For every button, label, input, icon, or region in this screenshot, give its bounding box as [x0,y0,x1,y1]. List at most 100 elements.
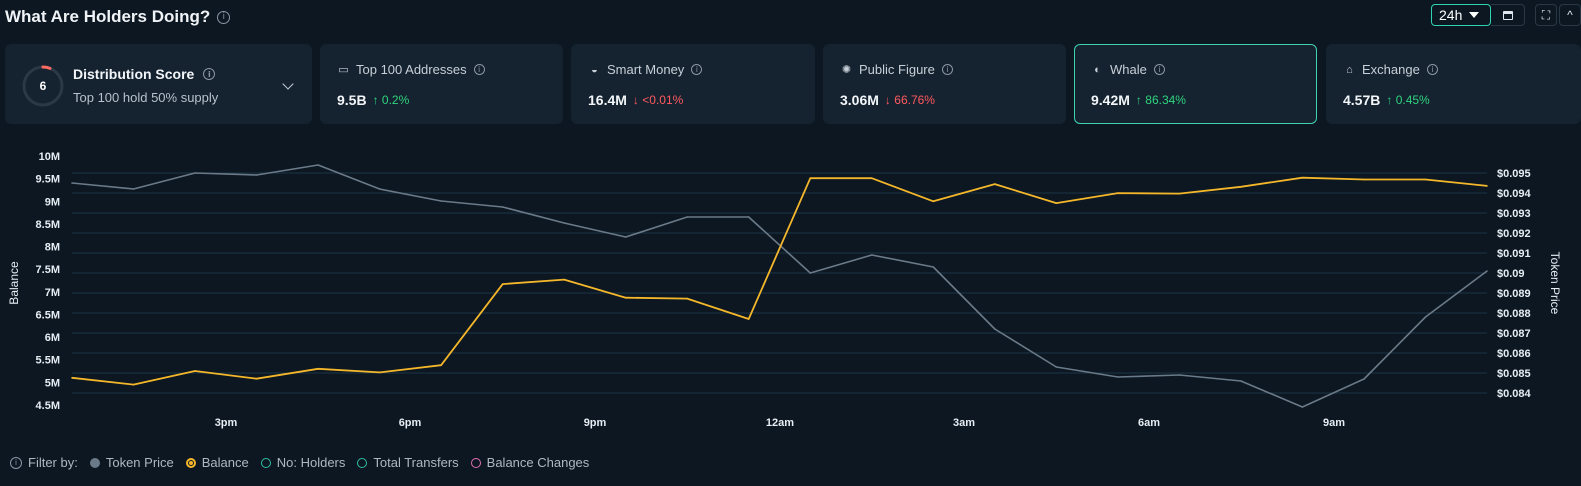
page-title: What Are Holders Doing? [5,7,211,26]
metric-change: ↓ 66.76% [885,93,935,107]
metric-card[interactable]: ◐ Whale i 9.42M ↑ 86.34% [1074,44,1317,124]
filter-option[interactable]: Token Price [89,455,174,470]
data-point [809,177,812,179]
x-tick-label: 6pm [399,417,422,429]
metric-label-row: ▭ Top 100 Addresses i [337,62,485,77]
distribution-gauge [22,65,64,107]
y-left-tick-label: 9.5M [36,174,60,186]
toolbar: 24h ⛶ ^ [1431,4,1581,26]
metric-value: 16.4M [588,92,627,108]
x-tick-label: 12am [766,417,794,429]
info-icon[interactable]: i [473,64,485,75]
metric-card[interactable]: ◒ Smart Money i 16.4M ↓ <0.01% [571,44,815,124]
metric-change: ↑ 86.34% [1136,93,1186,107]
metric-change-value: 0.2% [381,93,410,107]
data-point [563,222,565,224]
filter-option-label: Balance Changes [486,455,590,470]
metric-value: 9.5B [337,92,367,108]
radio-icon [89,457,100,468]
x-tick-label: 6am [1138,417,1160,429]
data-point [71,377,73,379]
data-point [932,200,935,203]
y-left-tick-label: 5M [45,377,60,389]
sparkle-icon: ✺ [841,64,852,76]
metric-change-value: 66.76% [894,93,935,107]
info-icon[interactable]: i [1426,64,1438,75]
metric-label: Smart Money [607,62,685,77]
filter-option[interactable]: Balance Changes [470,455,590,470]
filter-bar: i Filter by: Token Price Balance No: Holde… [10,455,589,470]
distribution-card[interactable]: 6 Distribution Score i Top 100 hold 50% … [5,44,312,124]
calendar-button[interactable] [1491,4,1525,26]
y-right-tick-label: $0.086 [1497,348,1531,360]
filter-option[interactable]: Total Transfers [357,455,459,470]
info-icon[interactable]: i [941,64,953,75]
metric-card[interactable]: ✺ Public Figure i 3.06M ↓ 66.76% [823,44,1066,124]
data-point [1363,378,1365,380]
filter-option[interactable]: No: Holders [260,455,346,470]
series-line-balance [71,176,1488,386]
x-tick-label: 9pm [584,417,607,429]
y-left-tick-label: 8M [45,242,60,254]
holders-chart: 10M 9.5M 9M 8.5M 8M 7.5M 7M 6.5M 6M 5.5M 5M 4.5M $0… [7,151,1562,429]
data-point [686,297,688,300]
data-point [1424,178,1427,181]
metric-change-value: 0.45% [1395,93,1430,107]
data-point [317,164,319,166]
metric-card[interactable]: ⌂ Exchange i 4.57B ↑ 0.45% [1326,44,1581,124]
metric-value-row: 4.57B ↑ 0.45% [1343,92,1430,108]
y-right-tick-label: $0.09 [1497,268,1525,280]
data-point [1301,176,1304,179]
data-point [1240,186,1242,188]
metric-change: ↓ <0.01% [633,93,683,107]
y-left-tick-label: 7.5M [36,264,60,276]
metric-change-value: <0.01% [642,93,684,107]
arrow-down-icon: ↓ [632,93,639,107]
chevron-down-icon[interactable] [282,78,294,90]
data-point [747,216,750,218]
timeframe-select[interactable]: 24h [1431,4,1491,26]
metric-value: 9.42M [1091,92,1130,108]
y-right-tick-label: $0.087 [1497,328,1531,340]
metric-card[interactable]: ▭ Top 100 Addresses i 9.5B ↑ 0.2% [320,44,563,124]
metric-value-row: 9.5B ↑ 0.2% [337,92,409,108]
info-icon[interactable]: i [691,64,703,75]
metric-label-row: ✺ Public Figure i [840,62,953,77]
info-icon[interactable]: i [1153,64,1165,75]
data-point [132,188,135,190]
caret-down-icon [1469,12,1480,18]
y-axis-right-label: Token Price [1548,252,1562,315]
y-right-tick-label: $0.089 [1497,288,1531,300]
metric-value-row: 3.06M ↓ 66.76% [840,92,935,108]
metric-label: Top 100 Addresses [356,62,467,77]
metric-label-row: ⌂ Exchange i [1343,62,1438,77]
filter-option[interactable]: Balance [185,455,249,470]
x-tick-label: 3pm [215,417,238,429]
data-point [378,188,381,190]
collapse-button[interactable]: ^ [1559,4,1581,26]
data-point [255,174,258,176]
data-point [871,177,873,179]
info-icon[interactable]: i [203,68,216,80]
data-point [1301,406,1304,408]
y-left-tick-label: 5.5M [36,355,60,367]
metric-value: 3.06M [840,92,879,108]
distribution-subtitle: Top 100 hold 50% supply [73,90,219,105]
x-tick-label: 3am [953,417,975,429]
metric-value-row: 9.42M ↑ 86.34% [1091,92,1186,108]
data-point [501,206,504,208]
distribution-score-value: 6 [39,79,47,93]
y-right-tick-label: $0.093 [1497,208,1531,220]
arrow-up-icon: ↑ [1386,93,1393,107]
fullscreen-button[interactable]: ⛶ [1535,4,1557,26]
distribution-title-text: Distribution Score [73,66,195,82]
y-right-tick-label: $0.088 [1497,308,1531,320]
data-point [1117,376,1119,378]
info-icon[interactable]: i [217,10,231,24]
data-point [1055,366,1058,368]
timeframe-value: 24h [1439,7,1463,23]
filter-option-label: No: Holders [276,455,346,470]
data-point [871,254,873,256]
y-right-tick-label: $0.092 [1497,228,1531,240]
info-icon[interactable]: i [10,456,22,469]
